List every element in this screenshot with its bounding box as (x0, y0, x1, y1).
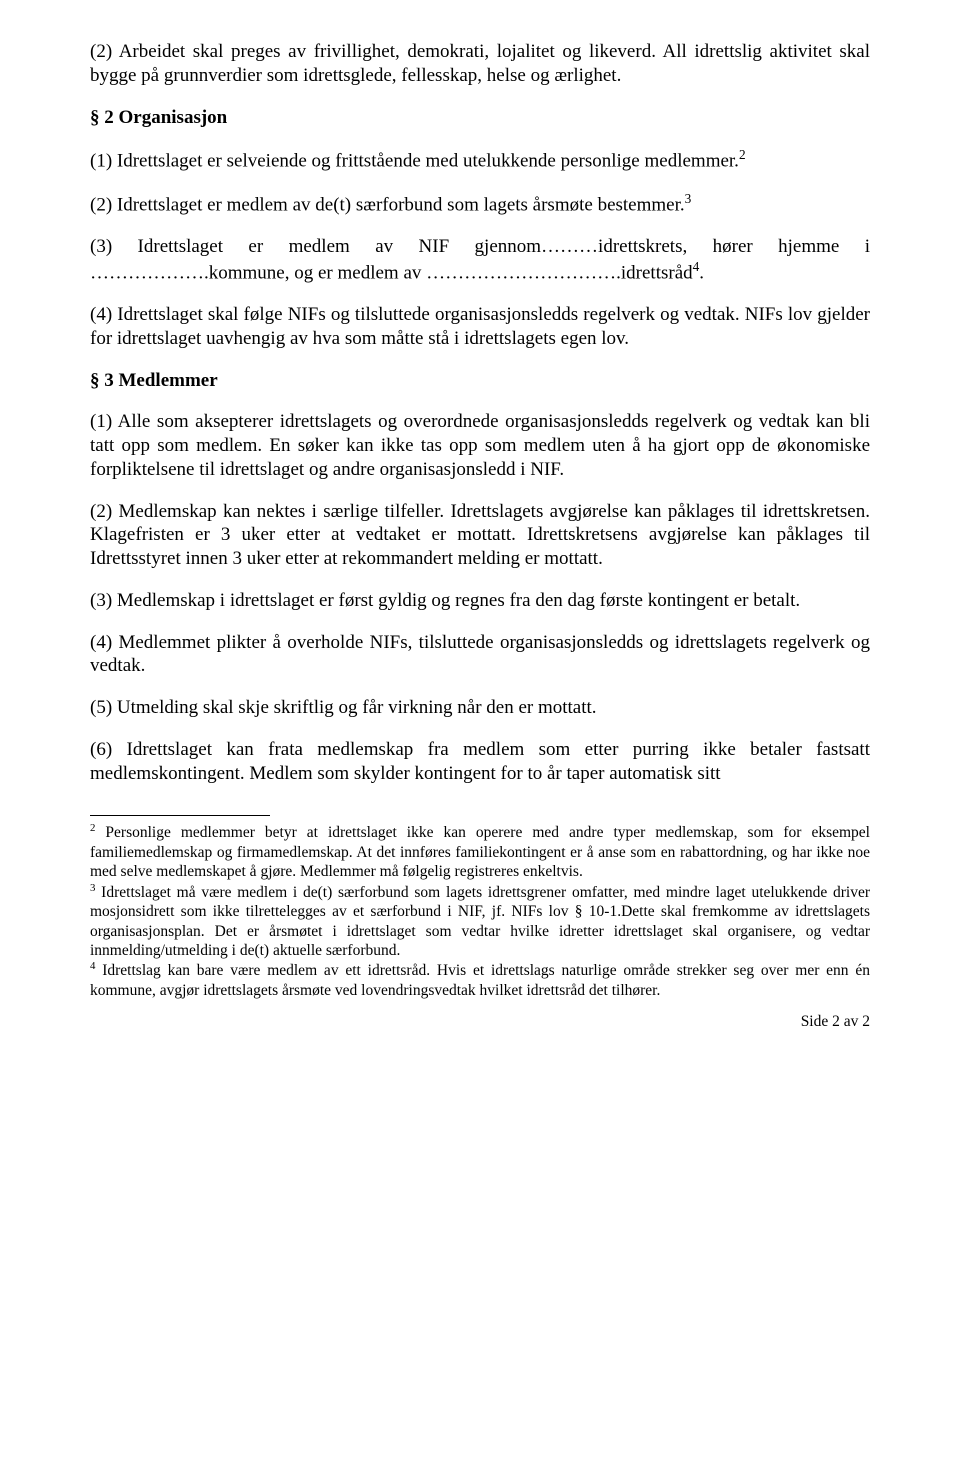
paragraph: (2) Idrettslaget er medlem av de(t) særf… (90, 191, 870, 217)
footnote-ref-3: 3 (685, 191, 692, 206)
paragraph: (3) Medlemskap i idrettslaget er først g… (90, 589, 870, 613)
footnote-text: Idrettslaget må være medlem i de(t) særf… (90, 884, 870, 959)
section-heading-2: § 2 Organisasjon (90, 106, 870, 130)
footnote-4: 4 Idrettslag kan bare være medlem av ett… (90, 960, 870, 1000)
footnote-text: Personlige medlemmer betyr at idrettslag… (90, 825, 870, 881)
text: . (699, 262, 704, 283)
footnote-text: Idrettslag kan bare være medlem av ett i… (90, 963, 870, 999)
text: (3) Idrettslaget er medlem av NIF gjenno… (90, 236, 870, 283)
paragraph: (2) Medlemskap kan nektes i særlige tilf… (90, 500, 870, 571)
document-page: (2) Arbeidet skal preges av frivillighet… (0, 0, 960, 1062)
footnote-ref-2: 2 (739, 147, 746, 162)
paragraph: (6) Idrettslaget kan frata medlemskap fr… (90, 738, 870, 786)
footnotes: 2 Personlige medlemmer betyr at idrettsl… (90, 822, 870, 1000)
paragraph: (2) Arbeidet skal preges av frivillighet… (90, 40, 870, 88)
paragraph: (4) Medlemmet plikter å overholde NIFs, … (90, 631, 870, 679)
paragraph: (3) Idrettslaget er medlem av NIF gjenno… (90, 235, 870, 285)
paragraph: (5) Utmelding skal skje skriftlig og får… (90, 696, 870, 720)
text: (2) Idrettslaget er medlem av de(t) særf… (90, 195, 685, 216)
paragraph: (4) Idrettslaget skal følge NIFs og tils… (90, 303, 870, 351)
paragraph: (1) Alle som aksepterer idrettslagets og… (90, 410, 870, 481)
footnote-separator (90, 815, 270, 816)
section-heading-3: § 3 Medlemmer (90, 369, 870, 393)
paragraph: (1) Idrettslaget er selveiende og fritts… (90, 147, 870, 173)
footnote-2: 2 Personlige medlemmer betyr at idrettsl… (90, 822, 870, 881)
page-number: Side 2 av 2 (90, 1012, 870, 1031)
text: (1) Idrettslaget er selveiende og fritts… (90, 151, 739, 172)
footnote-3: 3 Idrettslaget må være medlem i de(t) sæ… (90, 882, 870, 961)
